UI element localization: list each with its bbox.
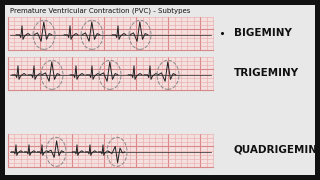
Bar: [8, 134, 213, 167]
Text: TRIGEMINY: TRIGEMINY: [234, 68, 299, 78]
Text: BIGEMINY: BIGEMINY: [234, 28, 292, 38]
Bar: [8, 57, 213, 90]
Text: QUADRIGEMINY: QUADRIGEMINY: [234, 145, 320, 155]
Text: Premature Ventricular Contraction (PVC) - Subtypes: Premature Ventricular Contraction (PVC) …: [10, 8, 190, 15]
Bar: [8, 17, 213, 50]
